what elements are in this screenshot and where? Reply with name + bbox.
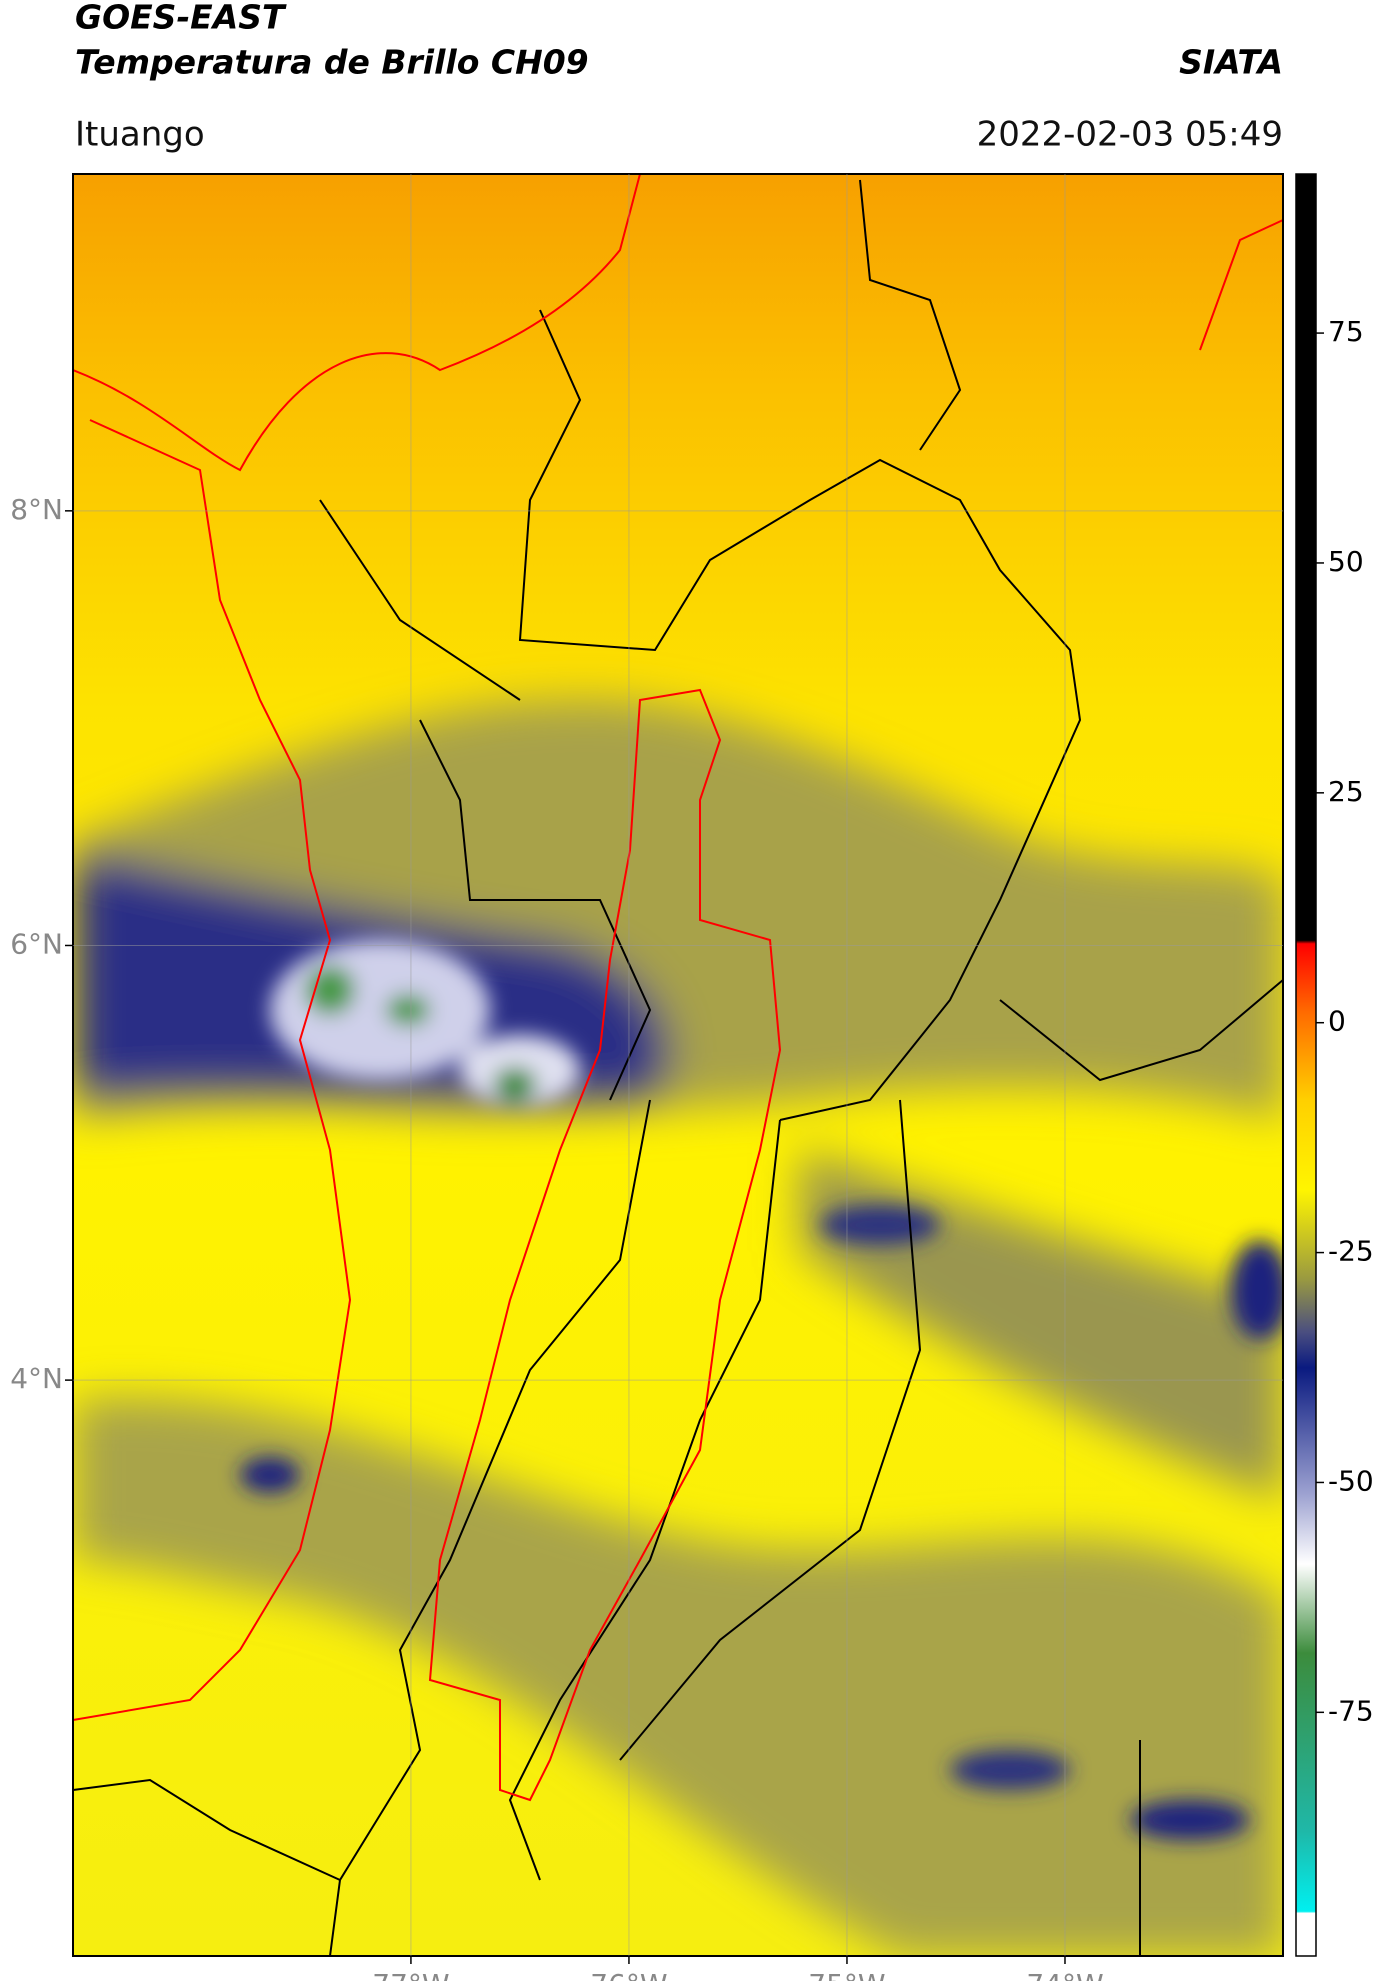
colorbar-tick-label: 75: [1328, 315, 1364, 348]
source: SIATA: [1179, 43, 1283, 82]
y-tick-label: 8°N: [10, 493, 63, 526]
colorbar-tick-label: -25: [1328, 1235, 1374, 1268]
subtitle: Temperatura de Brillo CH09: [75, 43, 589, 82]
colorbar-tick-label: -50: [1328, 1464, 1374, 1497]
x-tick-label: 77°W: [372, 1968, 449, 1981]
colorbar-tick-label: 0: [1328, 1005, 1346, 1038]
x-tick-label: 74°W: [1026, 1968, 1103, 1981]
y-tick-label: 4°N: [10, 1362, 63, 1395]
satellite-image: [73, 174, 1283, 1956]
map-frame: [72, 173, 1284, 1957]
y-tick-label: 6°N: [10, 927, 63, 960]
colorbar-tick-label: 25: [1328, 775, 1364, 808]
colorbar-tick-label: -75: [1328, 1694, 1374, 1727]
timestamp: 2022-02-03 05:49: [977, 115, 1283, 155]
colorbar: [1295, 173, 1317, 1957]
x-tick-label: 76°W: [590, 1968, 667, 1981]
colorbar-tick-label: 50: [1328, 545, 1364, 578]
title: GOES-EAST: [75, 0, 287, 37]
location: Ituango: [75, 115, 205, 155]
x-tick-label: 75°W: [808, 1968, 885, 1981]
